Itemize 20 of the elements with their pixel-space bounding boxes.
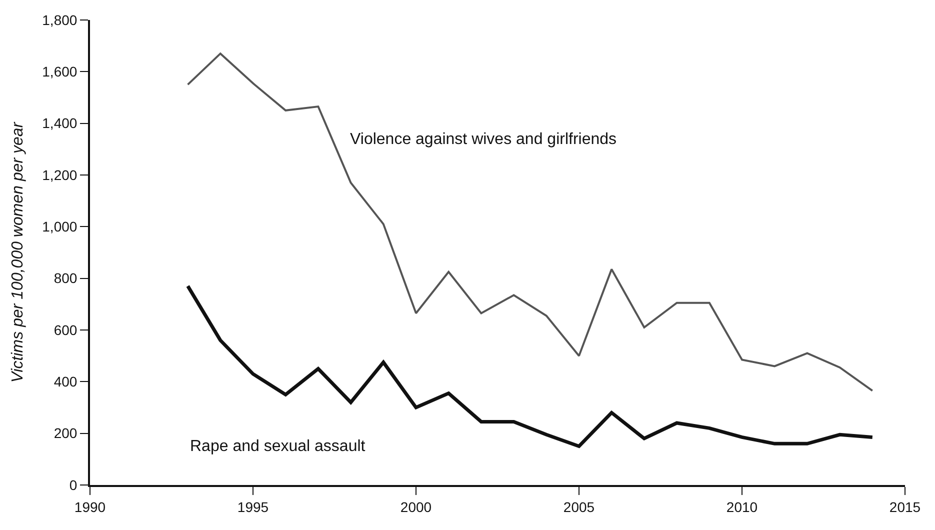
y-tick-label: 1,800 (42, 12, 78, 28)
y-tick-label: 400 (54, 374, 78, 390)
y-tick-label: 1,600 (42, 64, 78, 80)
x-tick-label: 2010 (726, 498, 758, 515)
x-tick-label: 1990 (74, 498, 106, 515)
series-label: Violence against wives and girlfriends (350, 131, 617, 148)
x-tick-label: 2000 (400, 498, 432, 515)
y-tick-label: 600 (54, 322, 78, 338)
y-axis-title: Victims per 100,000 women per year (10, 122, 27, 383)
line-series (186, 52, 874, 392)
y-tick-label: 800 (54, 270, 78, 286)
x-tick-label: 2015 (889, 498, 921, 515)
x-tick-label: 1995 (237, 498, 269, 515)
y-tick-label: 0 (69, 476, 78, 493)
y-tick-label: 1,400 (42, 115, 78, 132)
x-tick-label: 2005 (563, 498, 595, 515)
y-tick-label: 1,000 (42, 218, 78, 235)
text: Rape and sexual assault (190, 438, 366, 455)
y-tick-label: 1,200 (42, 166, 78, 183)
y-tick-label: 200 (54, 425, 78, 442)
